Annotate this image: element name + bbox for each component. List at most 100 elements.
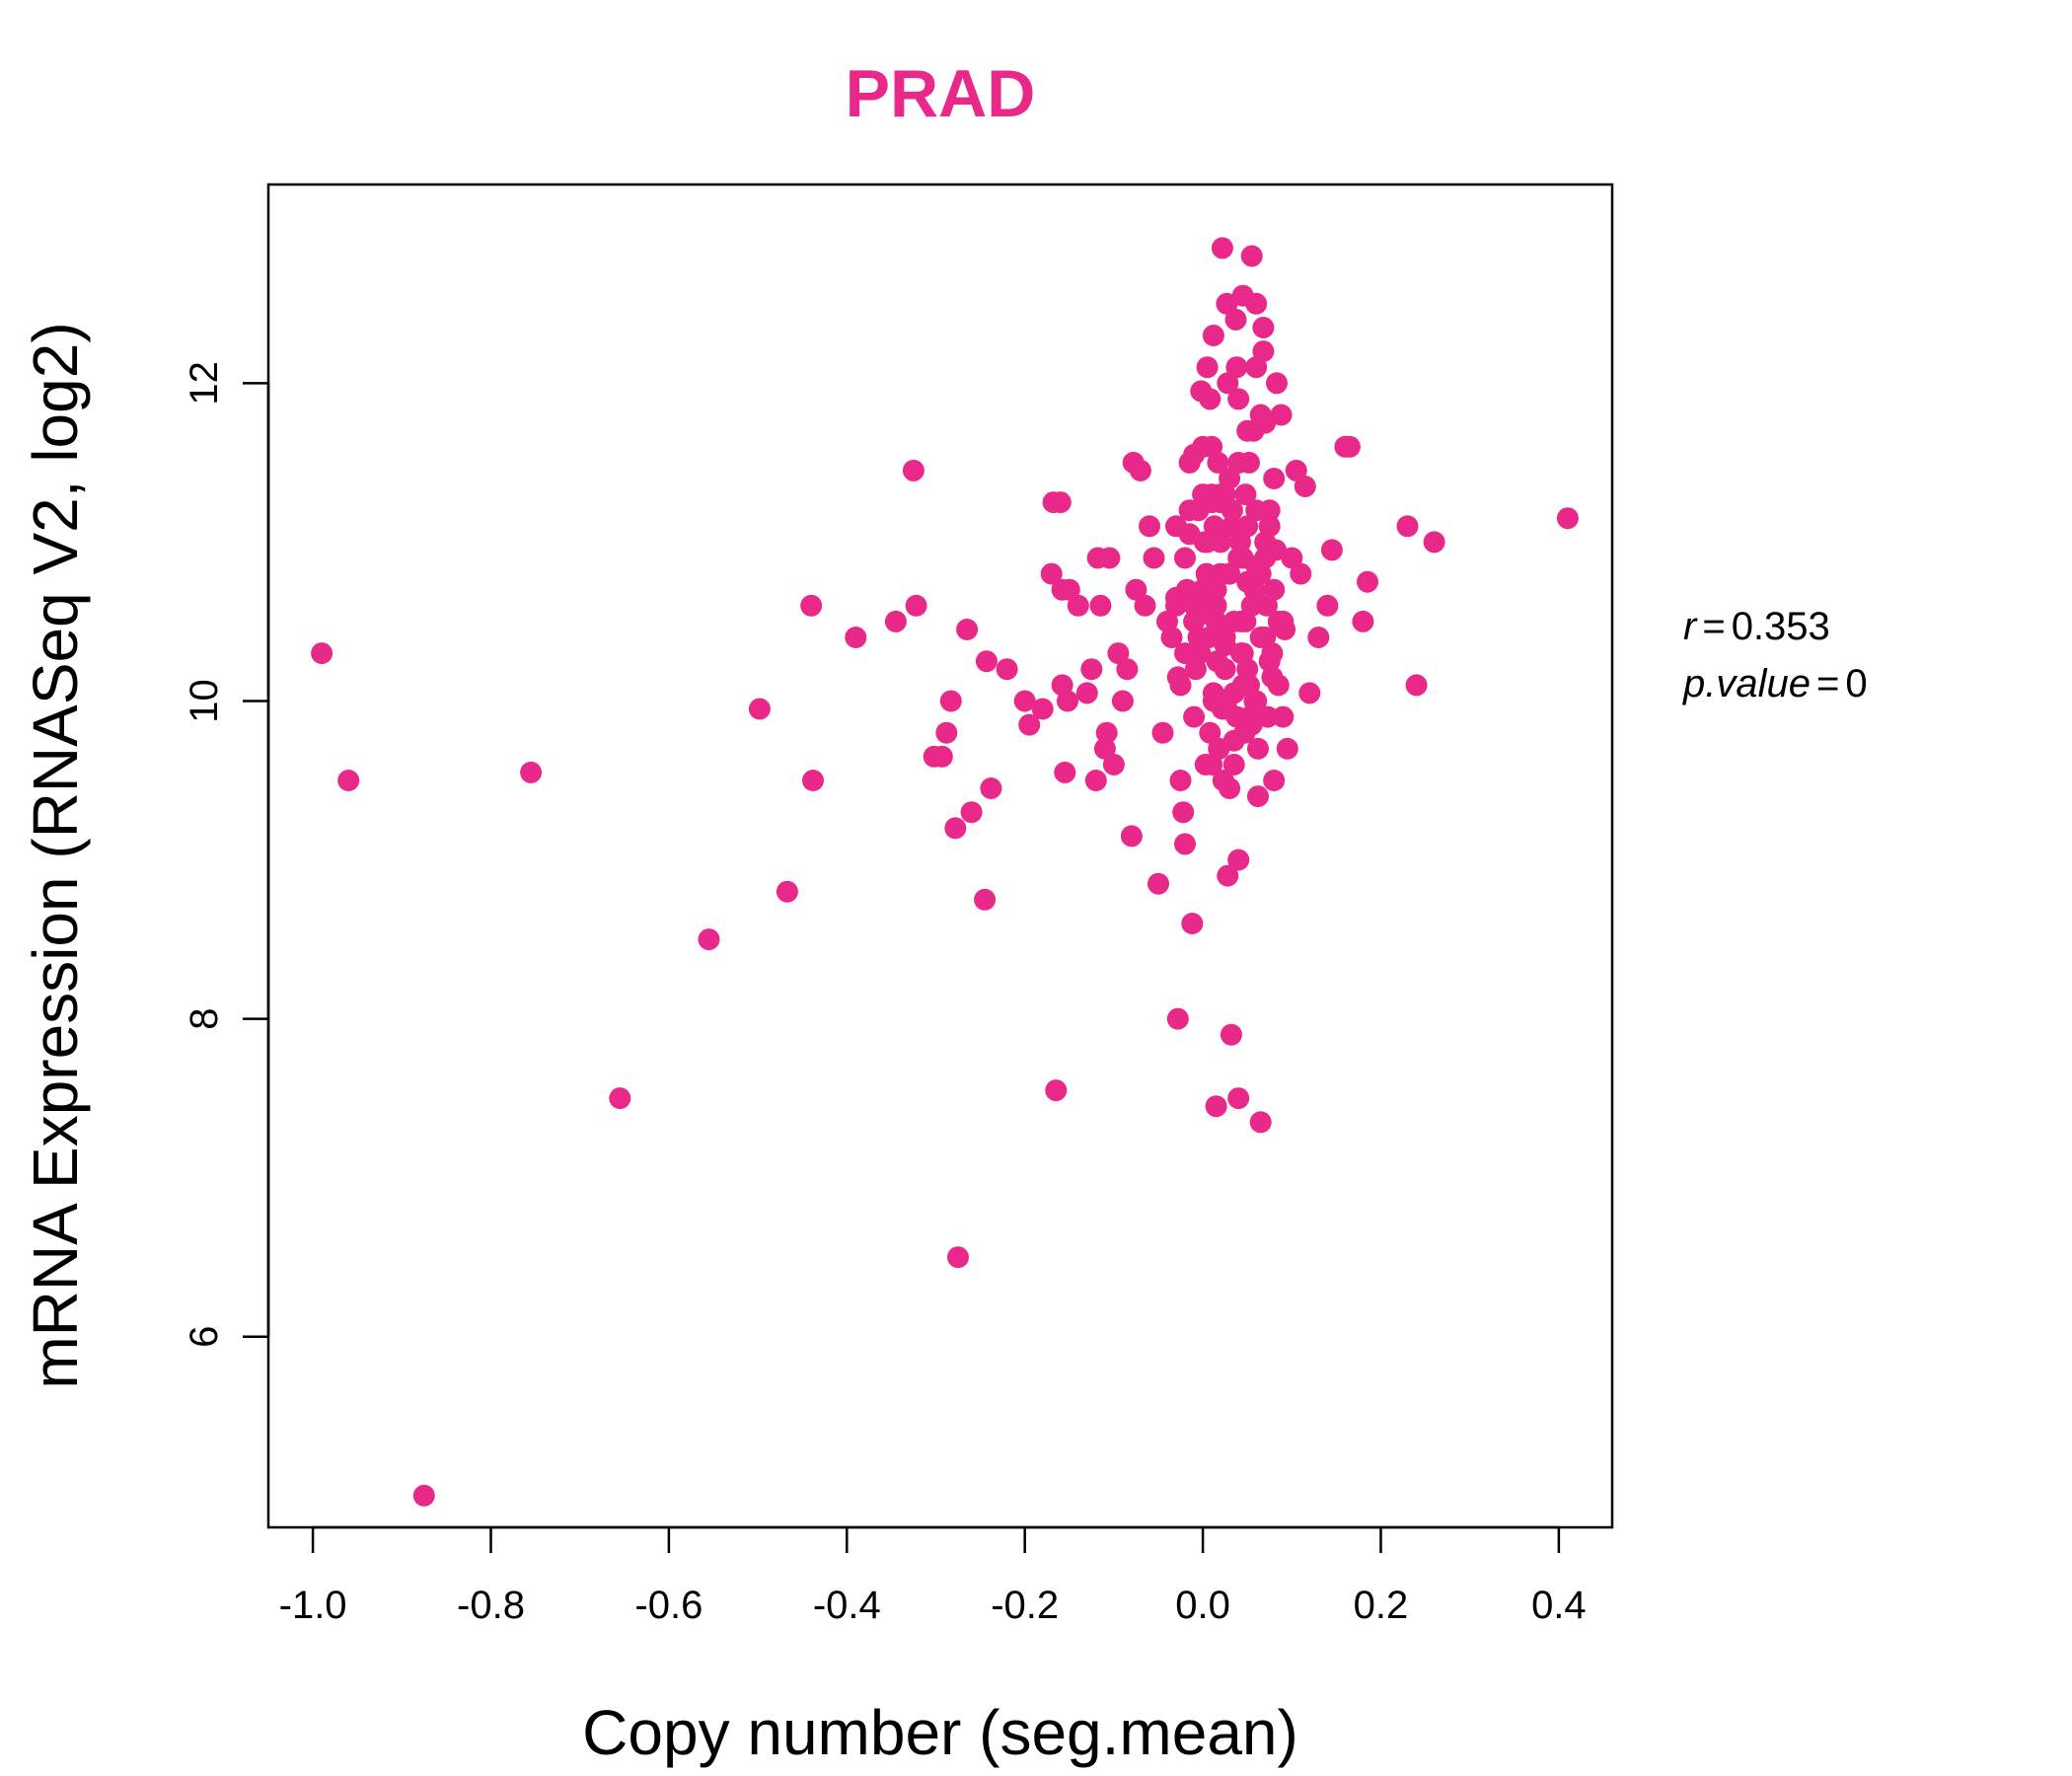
data-point	[1247, 737, 1269, 760]
data-point	[1202, 682, 1224, 704]
data-point	[1202, 325, 1224, 346]
data-point	[1222, 753, 1245, 776]
data-point	[1174, 547, 1196, 569]
data-point	[1194, 753, 1217, 776]
data-point	[1236, 570, 1259, 593]
data-point	[1219, 777, 1241, 799]
x-axis: -1.0 -0.8 -0.6 -0.4 -0.2 0.0 0.2 0.4	[279, 1525, 1587, 1627]
data-point	[1196, 602, 1219, 625]
data-point	[1089, 594, 1112, 617]
data-point	[1219, 468, 1241, 489]
chart-title: PRAD	[846, 56, 1036, 131]
data-point	[1049, 491, 1072, 514]
x-tick-label: 0.2	[1354, 1584, 1409, 1627]
data-point	[930, 745, 953, 768]
x-tick-label: -1.0	[279, 1584, 347, 1627]
data-point	[1245, 292, 1268, 315]
data-point	[1338, 435, 1361, 458]
data-point	[1252, 317, 1275, 338]
data-point	[1216, 292, 1238, 315]
data-point	[1098, 547, 1121, 569]
data-point	[1258, 515, 1281, 538]
data-point	[1169, 770, 1192, 791]
data-point	[1166, 666, 1189, 689]
data-point	[1178, 499, 1201, 522]
data-point	[1210, 491, 1232, 514]
data-point	[1227, 388, 1250, 410]
x-tick-label: -0.2	[991, 1584, 1059, 1627]
data-point	[935, 721, 958, 744]
data-point	[800, 594, 823, 617]
data-point	[412, 1484, 435, 1507]
data-point	[1054, 761, 1076, 783]
data-point	[980, 777, 1002, 799]
data-point	[1307, 627, 1330, 648]
data-point	[1263, 578, 1286, 601]
data-point	[1013, 690, 1036, 712]
data-point	[1249, 1111, 1272, 1134]
data-point	[1298, 682, 1321, 704]
data-point	[902, 459, 925, 481]
data-point	[1245, 555, 1268, 577]
data-point	[1196, 356, 1219, 379]
data-point	[1234, 610, 1257, 632]
data-point	[1111, 690, 1134, 712]
data-point	[1222, 682, 1245, 704]
data-point	[1211, 237, 1233, 259]
data-point	[1290, 562, 1312, 585]
data-point	[1045, 1079, 1068, 1102]
data-point	[1219, 562, 1241, 585]
data-point	[1031, 698, 1054, 720]
data-point	[1199, 721, 1221, 744]
data-point	[1129, 459, 1151, 481]
data-point	[1080, 658, 1103, 681]
data-point	[1254, 627, 1277, 648]
data-point	[1221, 515, 1243, 538]
data-point	[1272, 705, 1295, 728]
data-point	[1211, 698, 1233, 720]
x-tick-label: 0.4	[1531, 1584, 1587, 1627]
data-point	[884, 610, 907, 632]
data-points	[311, 237, 1579, 1507]
data-point	[698, 928, 720, 951]
data-point	[1220, 1023, 1242, 1046]
p-value-annotation: p.value = 0	[1682, 662, 1868, 705]
data-point	[1075, 682, 1098, 704]
y-axis: 6 8 10 12	[183, 361, 270, 1348]
data-point	[1316, 594, 1339, 617]
data-point	[960, 801, 983, 824]
data-point	[1095, 721, 1118, 744]
data-point	[845, 627, 867, 648]
x-tick-label: -0.4	[813, 1584, 881, 1627]
data-point	[1174, 833, 1196, 855]
y-axis-title: mRNA Expression (RNASeq V2, log2)	[20, 322, 91, 1388]
data-point	[1236, 419, 1259, 442]
data-point	[996, 658, 1018, 681]
data-point	[1352, 610, 1374, 632]
data-point	[939, 690, 962, 712]
data-point	[1151, 721, 1174, 744]
data-point	[1270, 404, 1293, 426]
data-point	[975, 650, 998, 673]
data-point	[1224, 308, 1247, 331]
data-point	[1227, 1087, 1250, 1110]
x-tick-label: -0.6	[634, 1584, 703, 1627]
data-point	[1240, 245, 1263, 267]
data-point	[1227, 451, 1250, 474]
data-point	[1254, 411, 1277, 434]
y-tick-label: 10	[183, 679, 226, 723]
data-point	[337, 770, 360, 791]
data-point	[1172, 801, 1195, 824]
data-point	[1240, 713, 1263, 736]
data-point	[1236, 515, 1259, 538]
data-point	[1205, 1095, 1227, 1118]
data-point	[1423, 531, 1445, 554]
data-point	[1229, 642, 1252, 665]
y-tick-label: 6	[183, 1326, 226, 1348]
data-point	[1189, 642, 1212, 665]
data-point	[1093, 737, 1116, 760]
data-point	[1058, 578, 1080, 601]
data-point	[1214, 634, 1236, 657]
data-point	[1125, 578, 1147, 601]
data-point	[1183, 443, 1206, 466]
